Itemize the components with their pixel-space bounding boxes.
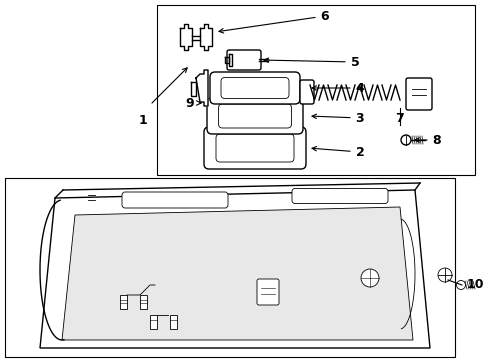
FancyBboxPatch shape (257, 279, 279, 305)
Text: 6: 6 (219, 9, 329, 33)
Bar (150, 315, 157, 329)
Bar (157, 5, 475, 175)
Bar (5, 178, 455, 357)
Polygon shape (62, 207, 413, 340)
FancyBboxPatch shape (219, 104, 292, 128)
Text: 8: 8 (415, 134, 441, 147)
Text: 1: 1 (139, 113, 147, 126)
Text: 2: 2 (312, 145, 365, 158)
Bar (170, 315, 177, 329)
Text: 10: 10 (467, 279, 485, 292)
FancyBboxPatch shape (216, 134, 294, 162)
Polygon shape (40, 190, 430, 348)
Text: 7: 7 (395, 112, 404, 125)
FancyBboxPatch shape (122, 192, 228, 208)
Circle shape (361, 269, 379, 287)
FancyBboxPatch shape (406, 78, 432, 110)
Text: 4: 4 (312, 81, 365, 95)
Circle shape (457, 280, 465, 289)
Circle shape (401, 135, 411, 145)
FancyBboxPatch shape (300, 80, 314, 104)
FancyBboxPatch shape (227, 50, 261, 70)
Bar (140, 295, 147, 309)
FancyBboxPatch shape (292, 189, 388, 203)
Text: 3: 3 (312, 112, 364, 125)
Polygon shape (200, 24, 212, 50)
FancyBboxPatch shape (204, 127, 306, 169)
Circle shape (438, 268, 452, 282)
Text: 5: 5 (264, 55, 359, 68)
Polygon shape (196, 70, 208, 106)
Text: 9: 9 (186, 96, 201, 109)
Polygon shape (180, 24, 192, 50)
FancyBboxPatch shape (207, 98, 303, 134)
Bar (120, 295, 127, 309)
FancyBboxPatch shape (221, 77, 289, 99)
FancyBboxPatch shape (210, 72, 300, 104)
